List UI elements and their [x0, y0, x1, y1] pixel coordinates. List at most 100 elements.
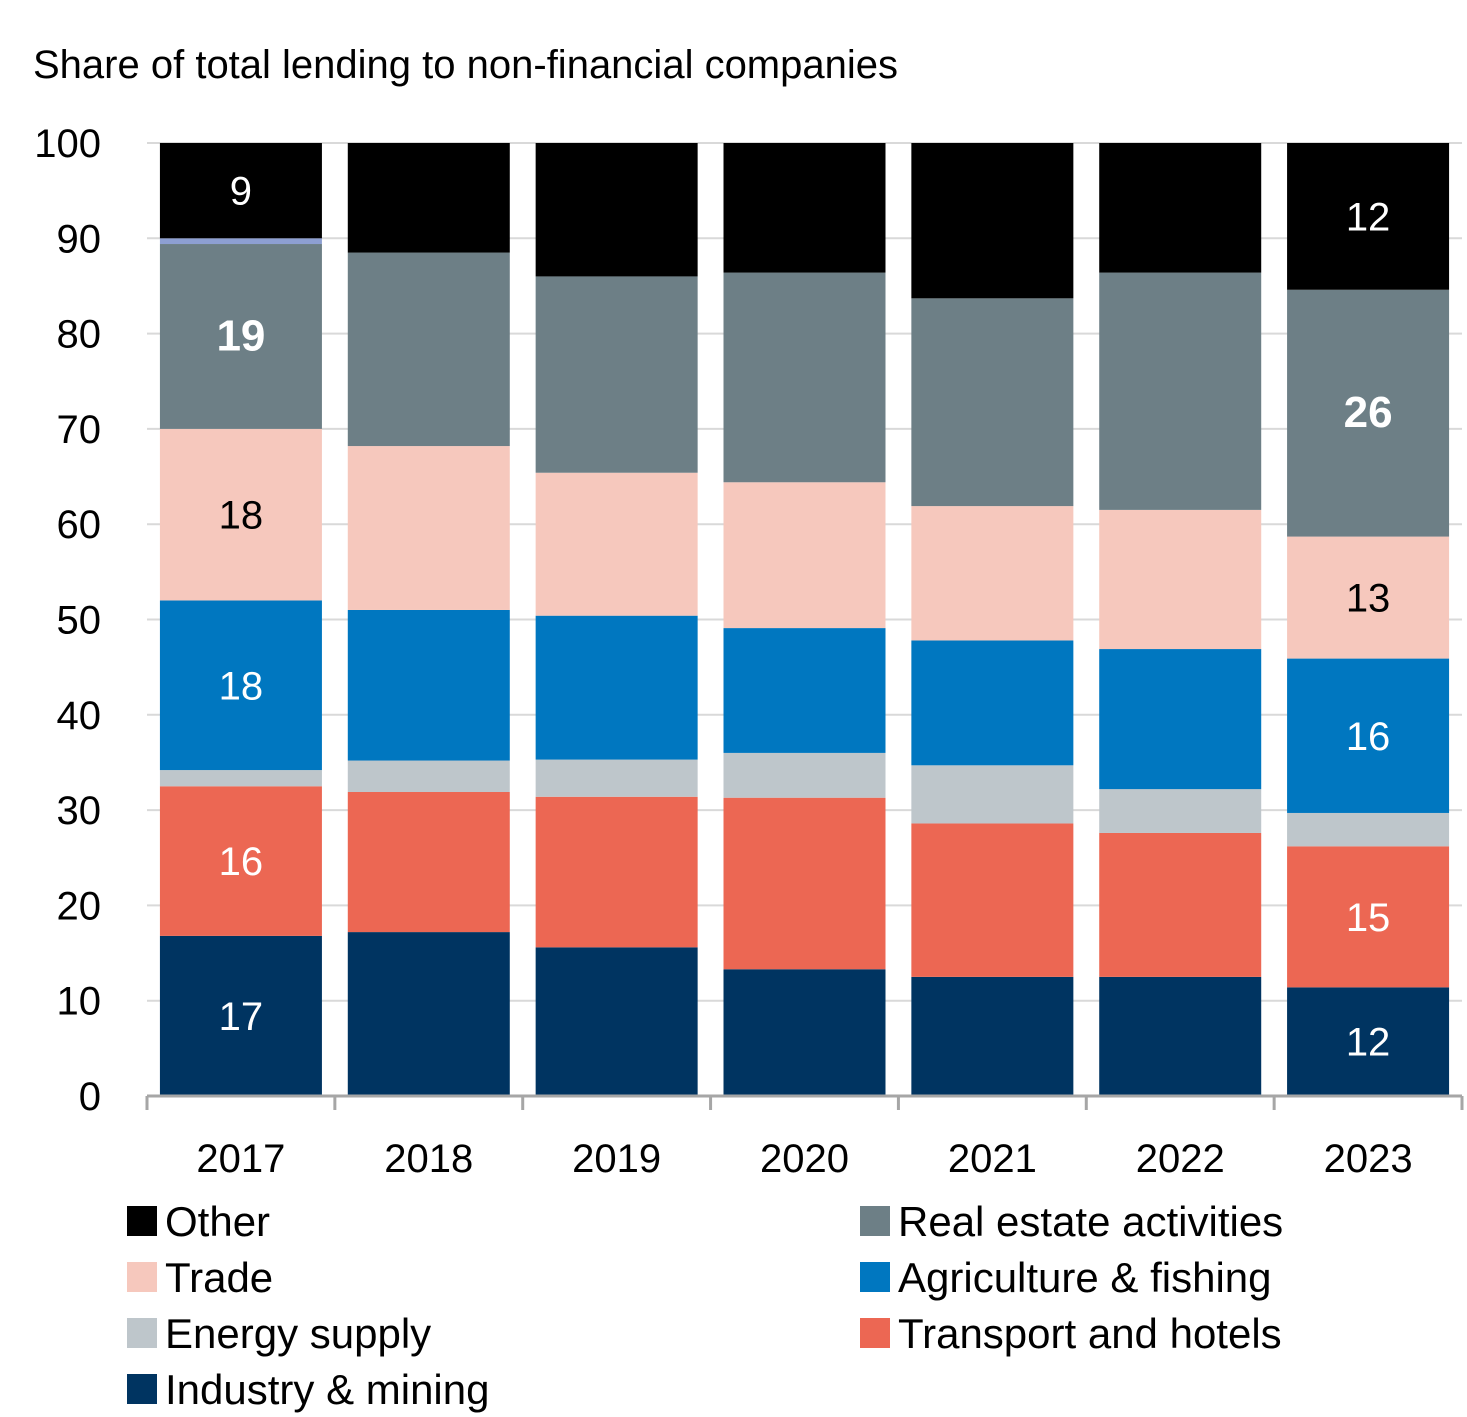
bar-segment — [535, 143, 698, 277]
data-label: 15 — [1346, 896, 1391, 940]
bar-segment — [535, 759, 698, 797]
x-tick-label: 2021 — [948, 1137, 1037, 1181]
bar-segment — [723, 143, 886, 273]
data-label: 16 — [1346, 715, 1391, 759]
x-tick-label: 2020 — [760, 1137, 849, 1181]
bar-segment — [347, 143, 510, 253]
y-tick-label: 10 — [57, 980, 102, 1024]
bar-segment — [1099, 789, 1262, 833]
bar-segment — [159, 428, 322, 601]
data-label: 16 — [219, 840, 264, 884]
legend-swatch — [860, 1206, 890, 1236]
legend-item: Trade — [127, 1254, 273, 1301]
x-axis — [145, 1094, 1464, 1110]
bar-segment — [723, 797, 886, 970]
bar-segment — [347, 252, 510, 447]
x-tick-label: 2023 — [1324, 1137, 1413, 1181]
bar-segment — [1287, 987, 1450, 1096]
legend-label: Other — [165, 1198, 270, 1245]
bar-segment — [535, 615, 698, 760]
bar-segment — [159, 244, 322, 429]
data-label: 18 — [219, 494, 264, 538]
legend-label: Energy supply — [165, 1310, 431, 1357]
bar-segment — [723, 628, 886, 753]
legend: Other Real estate activities Trade Agricult… — [127, 1198, 1283, 1413]
legend-swatch — [127, 1374, 157, 1404]
data-label: 17 — [219, 995, 264, 1039]
legend-swatch — [860, 1262, 890, 1292]
legend-label: Transport and hotels — [898, 1310, 1282, 1357]
bar-segment — [159, 143, 322, 239]
bar-segment — [347, 791, 510, 933]
legend-item: Energy supply — [127, 1310, 431, 1357]
bar-segment — [535, 472, 698, 616]
bar-segment — [347, 446, 510, 610]
bar-segment — [1287, 812, 1450, 847]
legend-item: Other — [127, 1198, 270, 1245]
bar-segment — [159, 770, 322, 787]
legend-swatch — [127, 1318, 157, 1348]
bar-segment — [159, 238, 322, 245]
bar-segment — [911, 506, 1074, 641]
x-tick-label: 2022 — [1136, 1137, 1225, 1181]
y-tick-label: 80 — [57, 313, 102, 357]
bar-segment — [911, 765, 1074, 824]
legend-label: Trade — [165, 1254, 273, 1301]
bar-segment — [535, 276, 698, 473]
legend-item: Agriculture & fishing — [860, 1254, 1272, 1301]
bar-segment — [535, 947, 698, 1096]
bar-segment — [1099, 143, 1262, 273]
bar-segment — [1287, 846, 1450, 988]
bar-segment — [159, 935, 322, 1096]
data-label: 12 — [1346, 1021, 1391, 1065]
y-axis-tick-labels: 0 10 20 30 40 50 60 70 80 90 100 — [34, 122, 101, 1119]
bar-segment — [911, 976, 1074, 1096]
y-tick-label: 50 — [57, 599, 102, 643]
chart-title: Share of total lending to non-financial … — [33, 43, 898, 87]
legend-item: Industry & mining — [127, 1366, 489, 1413]
bar-segment — [723, 969, 886, 1096]
y-tick-label: 20 — [57, 884, 102, 928]
bar-segment — [347, 760, 510, 792]
x-tick-label: 2018 — [384, 1137, 473, 1181]
data-label: 12 — [1346, 195, 1391, 239]
bar-segment — [1099, 976, 1262, 1096]
bar-segment — [723, 752, 886, 798]
bar-segment — [1099, 272, 1262, 510]
data-labels: 17 16 18 18 19 9 12 15 16 13 26 12 — [216, 170, 1392, 1065]
bar-segment — [911, 143, 1074, 299]
legend-item: Transport and hotels — [860, 1310, 1282, 1357]
bar-segment — [1099, 649, 1262, 790]
bar-segment — [723, 272, 886, 483]
bar-segment — [1099, 832, 1262, 977]
data-label: 13 — [1346, 577, 1391, 621]
legend-item: Real estate activities — [860, 1198, 1283, 1245]
bar-segment — [347, 932, 510, 1096]
bar-segment — [911, 298, 1074, 507]
bar-segment — [911, 640, 1074, 766]
x-axis-tick-labels: 2017 2018 2019 2020 2021 2022 2023 — [196, 1137, 1412, 1181]
legend-label: Industry & mining — [165, 1366, 489, 1413]
x-tick-label: 2019 — [572, 1137, 661, 1181]
bar-segment — [1287, 536, 1450, 659]
bar-segment — [723, 482, 886, 629]
y-tick-label: 30 — [57, 789, 102, 833]
y-tick-label: 100 — [34, 122, 101, 166]
y-tick-label: 90 — [57, 217, 102, 261]
bar-segment — [1287, 143, 1450, 290]
y-tick-label: 0 — [79, 1075, 101, 1119]
bar-segments — [159, 143, 1450, 1096]
legend-swatch — [127, 1262, 157, 1292]
data-label: 9 — [230, 170, 252, 214]
bar-segment — [1099, 509, 1262, 650]
legend-swatch — [860, 1318, 890, 1348]
data-label: 19 — [216, 311, 265, 360]
data-label: 18 — [219, 664, 264, 708]
bar-segment — [159, 600, 322, 771]
bar-segment — [159, 786, 322, 936]
bar-segment — [911, 823, 1074, 977]
legend-swatch — [127, 1206, 157, 1236]
y-tick-label: 60 — [57, 503, 102, 547]
legend-label: Agriculture & fishing — [898, 1254, 1272, 1301]
